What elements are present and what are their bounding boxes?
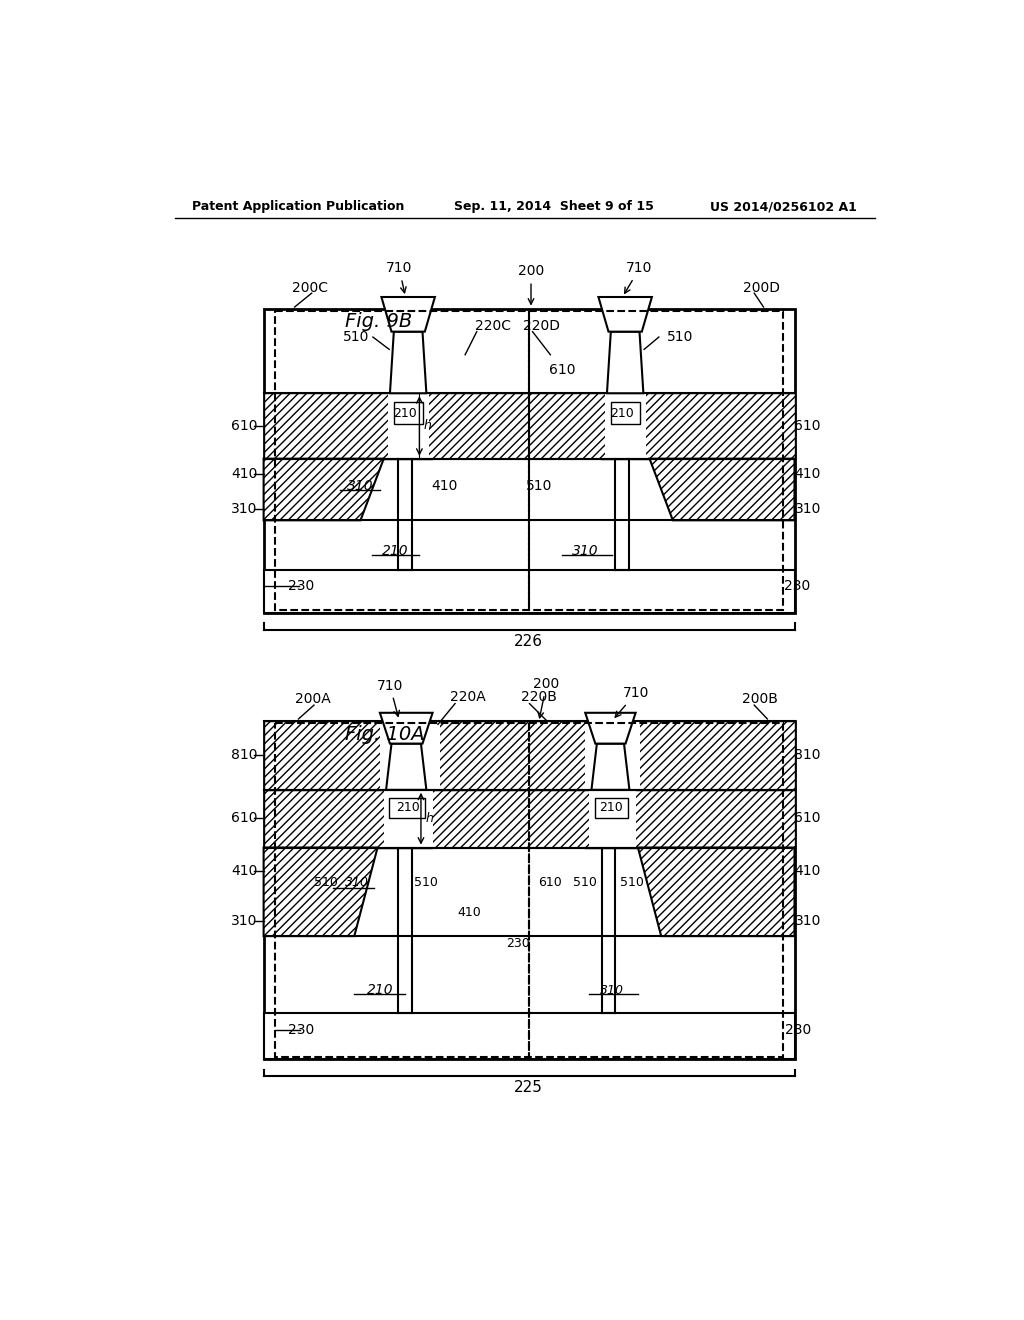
Polygon shape [390, 331, 426, 393]
Text: 410: 410 [231, 863, 257, 878]
Text: 220D: 220D [523, 319, 560, 333]
Bar [263, 393, 795, 459]
Text: 410: 410 [431, 479, 458, 492]
Text: 710: 710 [615, 686, 649, 717]
Text: 610: 610 [231, 812, 257, 825]
Text: 310: 310 [572, 544, 599, 558]
Bar [528, 312, 783, 610]
Text: 510: 510 [573, 875, 597, 888]
Text: 310: 310 [345, 875, 369, 888]
Text: 610: 610 [539, 875, 562, 888]
Polygon shape [386, 743, 426, 789]
Polygon shape [263, 459, 384, 520]
Text: 200B: 200B [741, 692, 777, 706]
Text: 710: 710 [377, 678, 403, 717]
Bar [528, 723, 783, 1057]
Text: 225: 225 [514, 1080, 543, 1096]
Text: 510: 510 [343, 330, 370, 345]
Polygon shape [598, 297, 652, 331]
Bar [388, 393, 429, 459]
Text: 610: 610 [795, 812, 821, 825]
Text: 510: 510 [620, 875, 644, 888]
Text: 310: 310 [231, 502, 257, 516]
Bar [263, 789, 795, 847]
Text: h: h [424, 418, 432, 432]
Text: 510: 510 [525, 479, 552, 492]
Bar [263, 721, 795, 789]
Bar [432, 847, 586, 936]
Text: 230: 230 [289, 578, 314, 593]
Bar [263, 721, 795, 1059]
Text: 410: 410 [795, 467, 821, 480]
Text: 230: 230 [506, 937, 529, 950]
Bar [589, 789, 636, 847]
Bar [275, 312, 528, 610]
Text: 230: 230 [784, 578, 811, 593]
Polygon shape [586, 713, 636, 743]
Text: 710: 710 [625, 261, 652, 293]
Text: 510: 510 [415, 875, 438, 888]
Text: 310: 310 [795, 913, 821, 928]
Text: 200C: 200C [292, 281, 329, 294]
Bar [586, 721, 640, 789]
Text: 230: 230 [289, 1023, 314, 1038]
Bar [432, 459, 601, 520]
Text: 510: 510 [313, 875, 338, 888]
Polygon shape [592, 743, 630, 789]
Text: 710: 710 [386, 261, 413, 293]
Text: US 2014/0256102 A1: US 2014/0256102 A1 [710, 201, 856, 214]
Text: 310: 310 [795, 502, 821, 516]
Text: 610: 610 [231, 418, 257, 433]
Text: 310: 310 [231, 913, 257, 928]
Text: Sep. 11, 2014  Sheet 9 of 15: Sep. 11, 2014 Sheet 9 of 15 [454, 201, 653, 214]
Text: 810: 810 [795, 748, 821, 762]
Text: 220A: 220A [450, 690, 485, 705]
Polygon shape [649, 459, 795, 520]
Text: 410: 410 [457, 907, 481, 920]
Text: 200: 200 [534, 677, 560, 718]
Text: Patent Application Publication: Patent Application Publication [191, 201, 403, 214]
Polygon shape [263, 847, 378, 936]
Text: 510: 510 [667, 330, 693, 345]
Text: Fig. 9B: Fig. 9B [345, 312, 413, 331]
Bar [604, 393, 646, 459]
Text: 200A: 200A [295, 692, 331, 706]
Bar [275, 723, 528, 1057]
Text: 610: 610 [795, 418, 821, 433]
Bar [263, 1014, 795, 1059]
Bar [380, 721, 440, 789]
Text: 310: 310 [347, 479, 374, 492]
Text: 410: 410 [231, 467, 257, 480]
Text: 210: 210 [610, 407, 634, 420]
Text: 220C: 220C [475, 319, 511, 333]
Polygon shape [638, 847, 795, 936]
Text: 210: 210 [599, 801, 623, 814]
Bar [389, 797, 425, 817]
Bar [595, 797, 628, 817]
Text: 210: 210 [367, 983, 393, 997]
Bar [394, 403, 423, 424]
Bar [611, 403, 640, 424]
Text: 230: 230 [785, 1023, 811, 1038]
Polygon shape [381, 297, 435, 331]
Polygon shape [607, 331, 643, 393]
Bar [263, 309, 795, 612]
Text: 610: 610 [549, 363, 575, 378]
Text: 210: 210 [393, 407, 418, 420]
Bar [384, 789, 432, 847]
Polygon shape [380, 713, 432, 743]
Text: 226: 226 [514, 634, 543, 648]
Text: 310: 310 [600, 983, 625, 997]
Text: h: h [426, 812, 433, 825]
Text: 200: 200 [518, 264, 544, 304]
Text: 200D: 200D [742, 281, 779, 294]
Bar [263, 570, 795, 612]
Text: 810: 810 [231, 748, 257, 762]
Text: 210: 210 [396, 801, 420, 814]
Text: 220B: 220B [521, 690, 557, 705]
Text: Fig. 10A: Fig. 10A [345, 725, 425, 744]
Text: 210: 210 [382, 544, 409, 558]
Text: 410: 410 [795, 863, 821, 878]
